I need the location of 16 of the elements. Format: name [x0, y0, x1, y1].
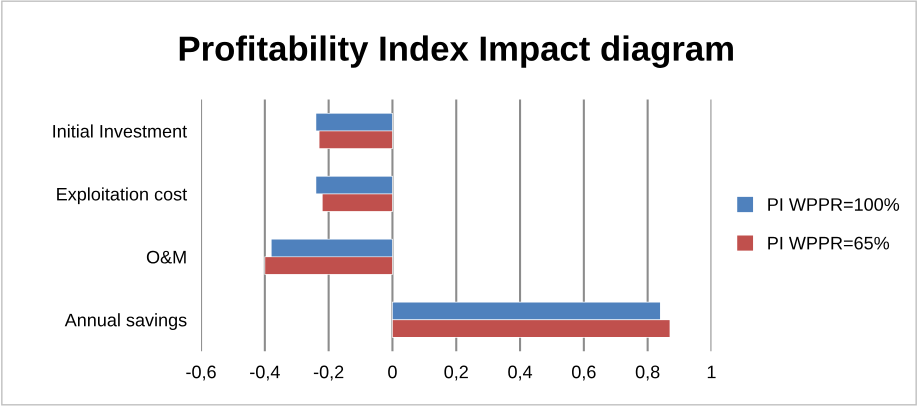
y-tick-label: Annual savings [64, 313, 187, 330]
legend-label: PI WPPR=65% [768, 236, 890, 250]
y-tick-label: Initial Investment [53, 124, 188, 138]
y-tick-label: Exploitation cost [57, 187, 188, 204]
x-tick-label: 1 [708, 366, 716, 378]
x-tick-label: 0,8 [636, 366, 660, 380]
x-tick-label: -0,4 [250, 366, 280, 380]
legend-label: PI WPPR=100% [768, 198, 900, 211]
x-tick-label: -0,2 [314, 366, 344, 380]
x-tick-label: -0,6 [186, 366, 216, 380]
x-tick-label: 0 [388, 366, 397, 378]
chart-title: Profitability Index Impact diagram [180, 35, 733, 68]
x-tick-label: 0,4 [508, 366, 532, 380]
y-tick-label: O&M [146, 250, 186, 264]
x-tick-label: 0,2 [444, 366, 468, 380]
x-tick-label: 0,6 [572, 366, 596, 380]
